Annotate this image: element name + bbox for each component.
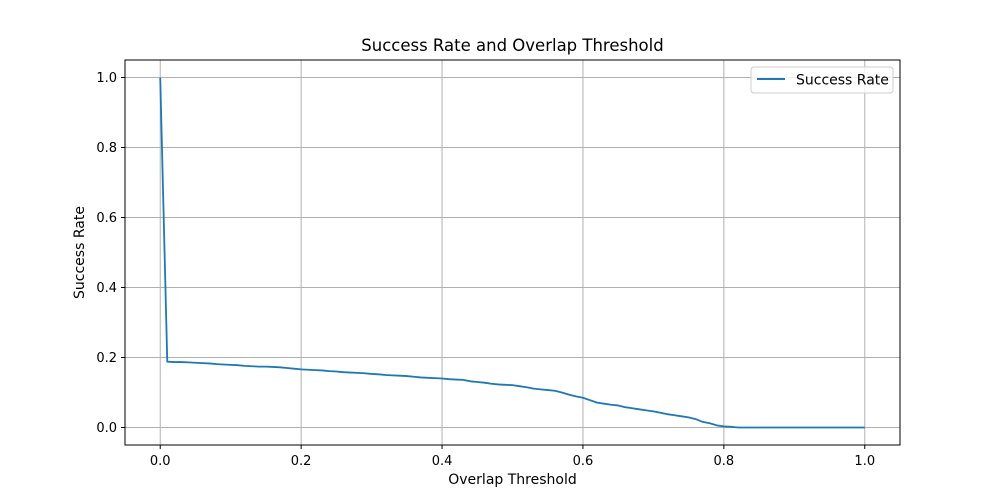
series-layer bbox=[159, 77, 865, 429]
x-tick-label: 0.6 bbox=[573, 454, 594, 469]
y-tick-label: 0.6 bbox=[96, 211, 117, 226]
legend-label-success-rate: Success Rate bbox=[796, 73, 889, 89]
x-tick-label: 0.0 bbox=[150, 454, 171, 469]
axes-frame bbox=[124, 59, 901, 446]
grid bbox=[125, 60, 900, 445]
y-axis-label: Success Rate bbox=[72, 206, 88, 299]
y-tick-label: 0.8 bbox=[96, 141, 117, 156]
y-tick-label: 0.4 bbox=[96, 281, 117, 296]
x-tick-label: 1.0 bbox=[854, 454, 875, 469]
series-line-success-rate bbox=[159, 77, 865, 429]
ticks: 0.0 0.2 0.4 0.6 0.8 1.0 0.0 0.2 0.4 0.6 0.8 1.0 bbox=[96, 71, 875, 469]
x-tick-label: 0.8 bbox=[714, 454, 735, 469]
legend-box bbox=[750, 66, 894, 94]
y-tick-label: 0.0 bbox=[96, 421, 117, 436]
chart-title: Success Rate and Overlap Threshold bbox=[361, 36, 663, 55]
legend: Success Rate bbox=[750, 66, 894, 94]
y-tick-label: 1.0 bbox=[96, 71, 117, 86]
y-tick-label: 0.2 bbox=[96, 351, 117, 366]
x-axis-label: Overlap Threshold bbox=[448, 472, 576, 488]
x-tick-label: 0.2 bbox=[291, 454, 312, 469]
x-tick-label: 0.4 bbox=[432, 454, 453, 469]
